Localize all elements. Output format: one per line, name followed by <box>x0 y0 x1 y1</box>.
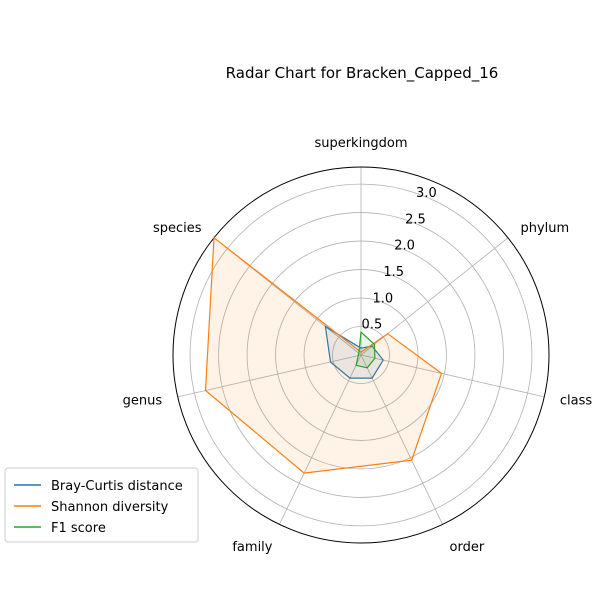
r-tick-label: 1.0 <box>372 291 393 306</box>
legend-label-0: Bray-Curtis distance <box>51 479 183 494</box>
spoke-order <box>360 354 443 525</box>
axis-label-superkingdom: superkingdom <box>314 136 407 151</box>
axis-label-order: order <box>450 540 485 555</box>
axis-label-species: species <box>153 221 202 236</box>
axis-label-phylum: phylum <box>520 221 569 236</box>
spoke-class <box>360 354 545 398</box>
grid-group <box>172 166 550 544</box>
outer-frame <box>172 166 550 544</box>
chart-title: Radar Chart for Bracken_Capped_16 <box>226 64 499 83</box>
r-tick-label: 2.0 <box>394 239 415 254</box>
legend-label-1: Shannon diversity <box>51 500 169 515</box>
r-tick-label: 0.5 <box>362 318 383 333</box>
spoke-family <box>279 354 362 525</box>
r-tick-label: 1.5 <box>383 265 404 280</box>
series-line-1 <box>204 236 443 474</box>
axis-label-class: class <box>560 393 592 408</box>
series-fill-1 <box>205 237 442 474</box>
r-tick-label: 2.5 <box>405 212 426 227</box>
legend-box <box>4 467 199 543</box>
r-tick-label: 3.0 <box>416 186 437 201</box>
legend-label-2: F1 score <box>51 521 106 536</box>
axis-label-family: family <box>232 540 272 555</box>
axis-label-genus: genus <box>123 393 163 408</box>
series-line-2 <box>355 330 376 369</box>
